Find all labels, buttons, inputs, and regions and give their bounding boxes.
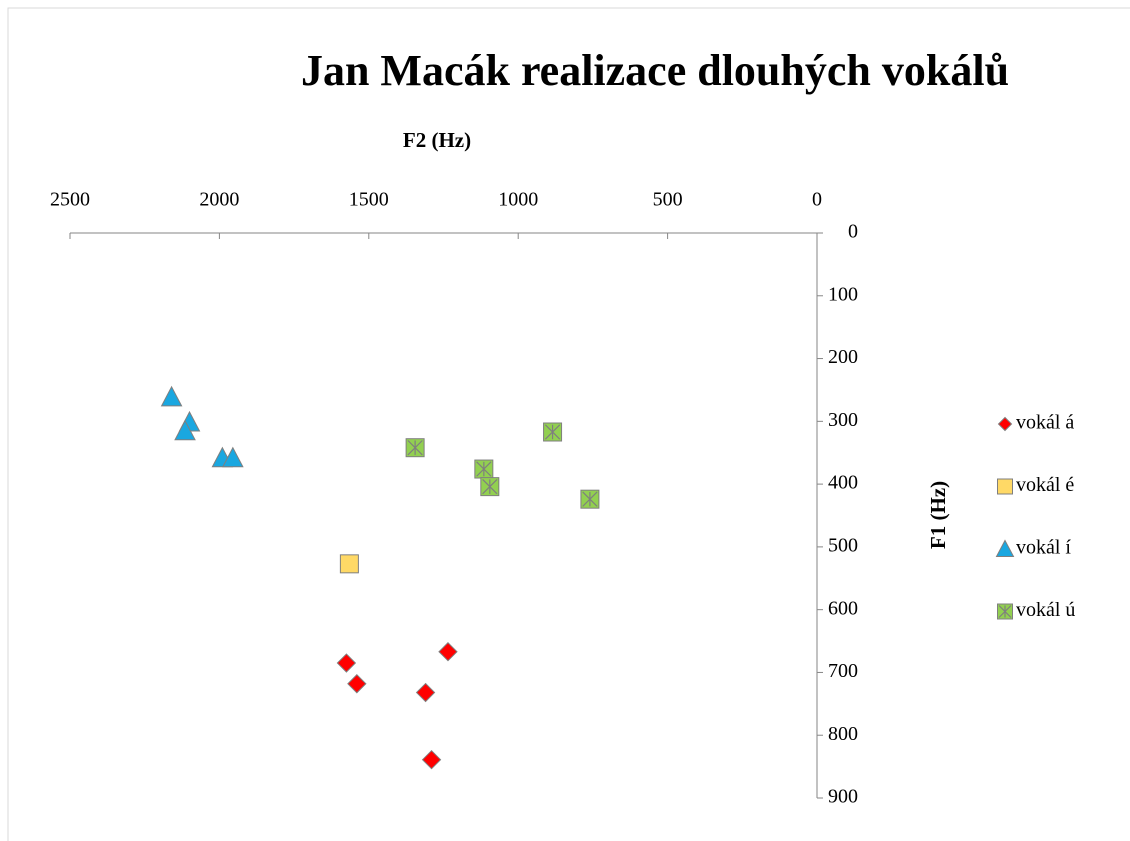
- x-tick-label: 2500: [50, 189, 90, 211]
- y-tick-label: 400: [828, 472, 858, 494]
- point-cross: [482, 478, 498, 495]
- y-tick-label: 300: [828, 409, 858, 431]
- x-tick-label: 2000: [199, 189, 239, 211]
- point: [415, 682, 436, 703]
- y-tick-label: 100: [828, 283, 858, 305]
- point: [336, 653, 357, 673]
- point: [438, 642, 458, 662]
- point-cross: [582, 491, 598, 507]
- legend-label: vokál ú: [1016, 599, 1075, 621]
- legend-marker: [995, 539, 1015, 557]
- y-tick-label: 700: [828, 660, 858, 682]
- y-axis-title: F1 (Hz): [926, 481, 950, 549]
- legend-marker: [997, 416, 1013, 432]
- x-tick-label: 500: [653, 189, 683, 211]
- legend-marker-cross: [998, 605, 1012, 618]
- legend-label: vokál á: [1016, 412, 1074, 434]
- point: [339, 554, 359, 574]
- y-tick-label: 800: [828, 723, 858, 745]
- x-tick-label: 0: [812, 189, 822, 211]
- point: [421, 749, 442, 770]
- y-tick-label: 900: [828, 786, 858, 808]
- point: [347, 674, 367, 694]
- x-tick-label: 1500: [349, 189, 389, 211]
- point: [222, 446, 244, 468]
- y-tick-label: 200: [828, 346, 858, 368]
- legend-marker: [997, 478, 1013, 495]
- y-tick-label: 500: [828, 534, 858, 556]
- legend-label: vokál é: [1016, 474, 1074, 496]
- chart-border: [7, 7, 1130, 841]
- point-cross: [476, 461, 492, 477]
- x-axis-title: F2 (Hz): [403, 128, 471, 152]
- point-cross: [544, 424, 561, 440]
- legend-label: vokál í: [1016, 537, 1071, 559]
- x-tick-label: 1000: [498, 189, 538, 211]
- y-tick-label: 0: [848, 221, 858, 243]
- point: [160, 385, 183, 407]
- point-cross: [407, 440, 423, 456]
- y-tick-label: 600: [828, 597, 858, 619]
- point: [174, 419, 196, 441]
- chart-title: Jan Macák realizace dlouhých vokálů: [301, 46, 1009, 95]
